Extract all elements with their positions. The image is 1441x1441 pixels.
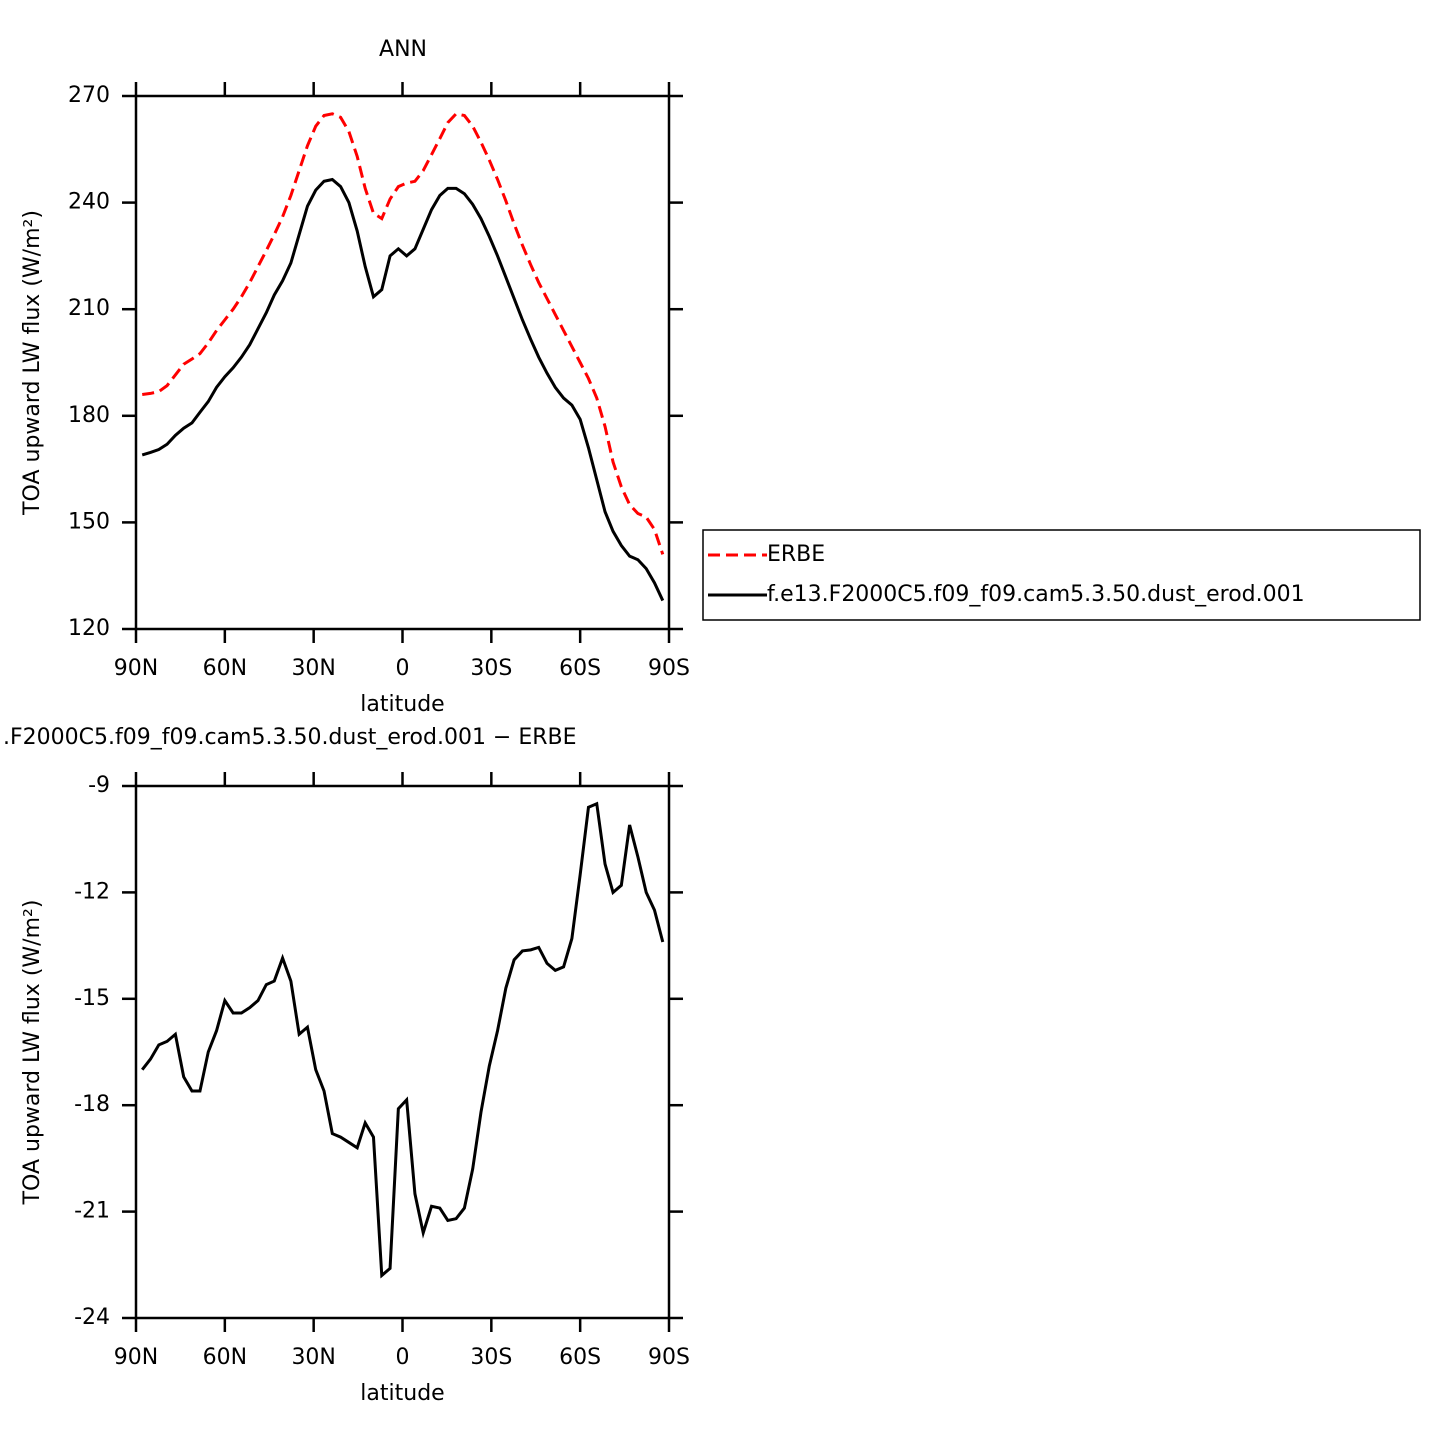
x-tick-label: 0 — [396, 656, 410, 681]
y-tick-label: 150 — [68, 509, 110, 534]
legend-label: f.e13.F2000C5.f09_f09.cam5.3.50.dust_ero… — [767, 582, 1305, 607]
series-line — [141, 177, 665, 602]
x-tick-label: 90S — [648, 1345, 690, 1370]
y-axis-label: TOA upward LW flux (W/m²) — [20, 900, 45, 1206]
x-axis-label: latitude — [360, 692, 444, 717]
plot-frame — [134, 94, 671, 631]
y-tick-label: -18 — [74, 1092, 110, 1117]
y-tick-label: -21 — [74, 1199, 110, 1224]
x-tick-label: 90S — [648, 656, 690, 681]
x-tick-label: 30S — [470, 656, 512, 681]
legend-box — [702, 529, 1421, 621]
chart-title: ANN — [379, 37, 427, 62]
y-tick-label: -9 — [88, 773, 110, 798]
plot-frame — [134, 784, 671, 1320]
series-line — [142, 112, 665, 555]
y-tick-label: 120 — [68, 616, 110, 641]
x-tick-label: 90N — [114, 1345, 158, 1370]
x-tick-label: 60N — [203, 656, 247, 681]
chart-title: .F2000C5.f09_f09.cam5.3.50.dust_erod.001… — [3, 725, 577, 750]
y-tick-label: 270 — [68, 83, 110, 108]
y-tick-label: 210 — [68, 296, 110, 321]
y-tick-label: -24 — [74, 1305, 110, 1330]
x-tick-label: 60N — [203, 1345, 247, 1370]
x-tick-label: 60S — [559, 1345, 601, 1370]
y-axis-label: TOA upward LW flux (W/m²) — [20, 210, 45, 516]
y-tick-label: -15 — [74, 986, 110, 1011]
y-tick-label: 180 — [68, 403, 110, 428]
x-tick-label: 60S — [559, 656, 601, 681]
x-tick-label: 90N — [114, 656, 158, 681]
x-tick-label: 30S — [470, 1345, 512, 1370]
series-line — [141, 801, 665, 1279]
x-tick-label: 30N — [291, 656, 335, 681]
y-tick-label: 240 — [68, 190, 110, 215]
legend-label: ERBE — [767, 542, 825, 567]
x-tick-label: 0 — [396, 1345, 410, 1370]
x-tick-label: 30N — [291, 1345, 335, 1370]
x-axis-label: latitude — [360, 1381, 444, 1406]
y-tick-label: -12 — [74, 879, 110, 904]
